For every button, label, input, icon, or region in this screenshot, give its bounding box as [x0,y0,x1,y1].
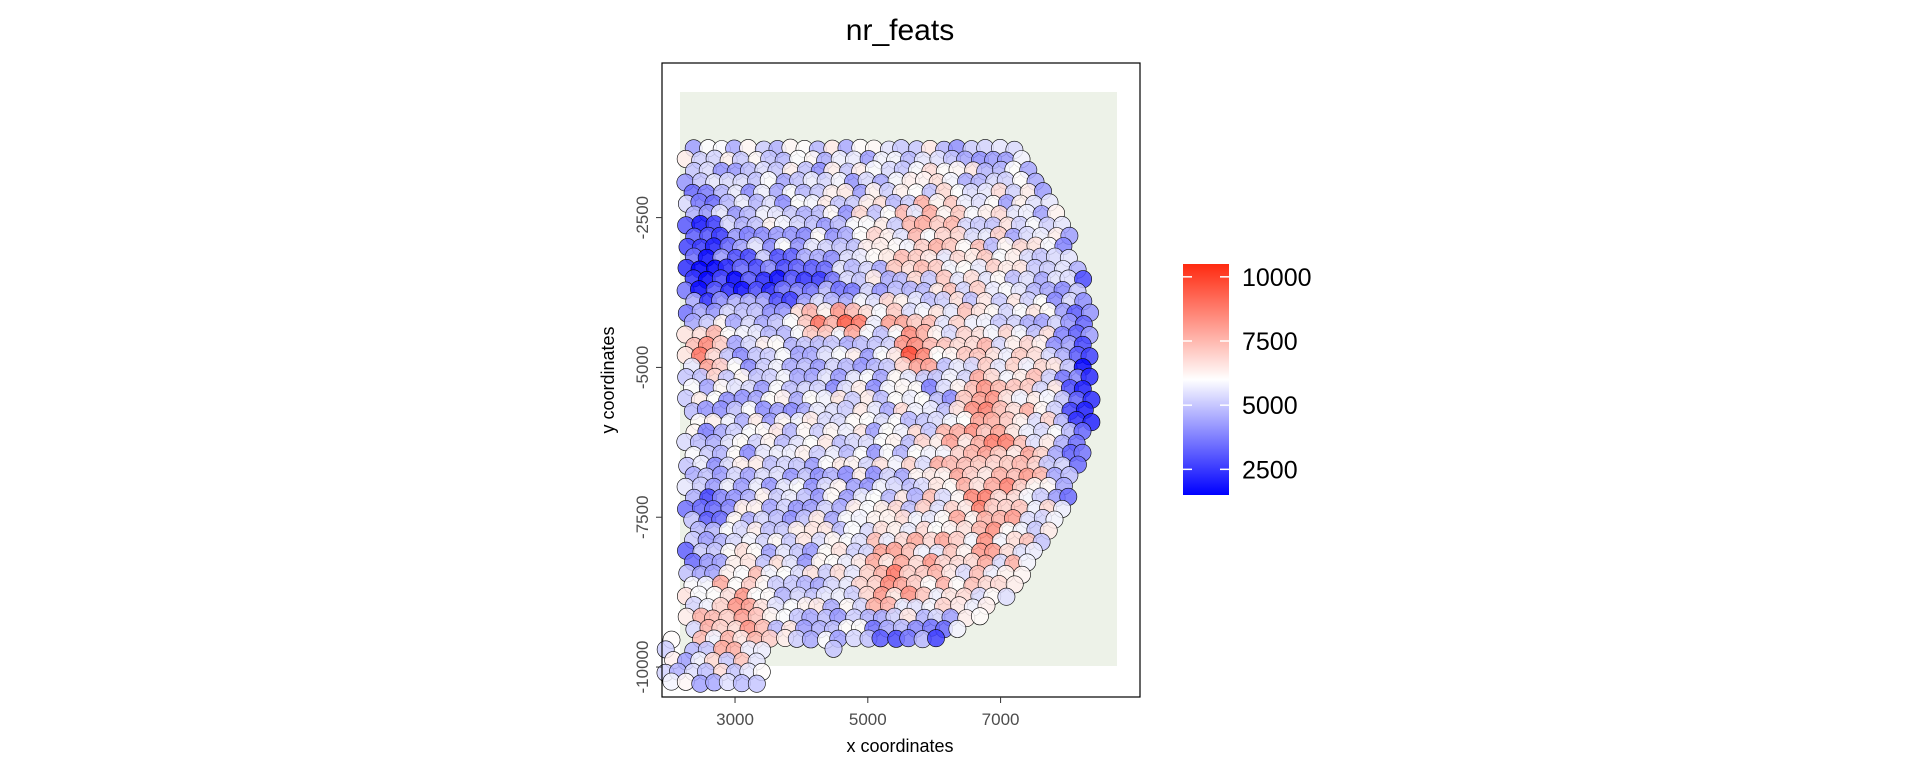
spot-point [801,630,820,649]
spot-point [732,674,751,693]
spot-point [927,629,945,648]
y-tick-label: -7500 [633,495,652,538]
x-axis: 3000 5000 7000 [716,697,1019,729]
spot-point [971,607,989,626]
spot-point [948,620,967,638]
colorbar [1183,264,1229,495]
x-axis-label: x coordinates [846,736,953,756]
spot-point [1005,575,1024,594]
colorbar-tick-label: 5000 [1242,392,1298,420]
y-axis: -2500 -5000 -7500 -10000 [633,196,662,694]
spot-point [747,674,766,693]
x-tick-label: 5000 [849,710,887,729]
colorbar-ticks: 2500 5000 7500 10000 [1183,264,1312,484]
y-tick-label: -2500 [633,196,652,239]
chart-title: nr_feats [846,14,954,47]
x-tick-label: 3000 [716,710,754,729]
x-tick-label: 7000 [982,710,1020,729]
spot-point [871,629,890,648]
plot-border [661,62,1141,698]
y-tick-label: -5000 [633,346,652,389]
colorbar-tick-label: 10000 [1242,264,1312,292]
spot-point [997,587,1016,606]
color-legend: 2500 5000 7500 10000 [1183,264,1312,495]
colorbar-tick-label: 2500 [1242,456,1298,484]
y-axis-label: y coordinates [598,326,618,433]
spots-layer [656,138,1101,693]
colorbar-tick-label: 7500 [1242,328,1298,356]
plot-panel [656,62,1141,698]
y-tick-label: -10000 [633,641,652,694]
spot-point [824,639,843,658]
